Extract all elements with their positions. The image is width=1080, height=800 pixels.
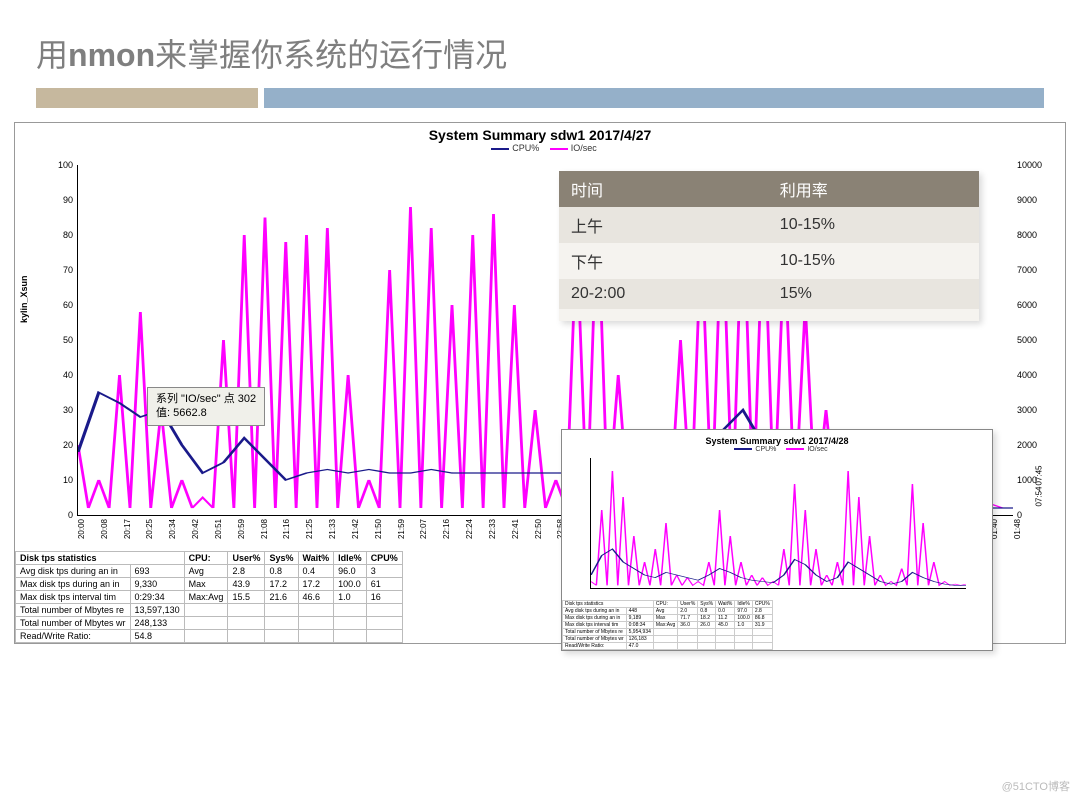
- info-cell: 下午: [559, 243, 768, 279]
- tooltip: 系列 "IO/sec" 点 302 值: 5662.8: [147, 387, 265, 426]
- legend-label-io: IO/sec: [571, 143, 597, 153]
- mini-legend-swatch-io: [786, 448, 804, 450]
- watermark: @51CTO博客: [1002, 778, 1070, 794]
- legend: CPU% IO/sec: [15, 143, 1065, 155]
- mini-chart: System Summary sdw1 2017/4/28 CPU% IO/se…: [561, 429, 993, 651]
- info-cell: 10-15%: [768, 207, 979, 243]
- slide-title: 用nmon来掌握你系统的运行情况: [0, 0, 1080, 88]
- tooltip-line2: 值: 5662.8: [156, 406, 256, 420]
- info-table: 时间 利用率 上午10-15%下午10-15%20-2:0015%: [559, 171, 979, 321]
- info-header-util: 利用率: [768, 171, 979, 207]
- info-cell: 上午: [559, 207, 768, 243]
- main-chart: System Summary sdw1 2017/4/27 CPU% IO/se…: [14, 122, 1066, 644]
- info-header-time: 时间: [559, 171, 768, 207]
- divider: [36, 88, 1044, 108]
- divider-left: [36, 88, 258, 108]
- mini-legend: CPU% IO/sec: [562, 446, 992, 455]
- stats-table: Disk tps statisticsCPU:User%Sys%Wait%Idl…: [15, 551, 403, 643]
- info-cell: 20-2:00: [559, 279, 768, 309]
- title-prefix: 用: [36, 37, 68, 73]
- title-suffix: 来掌握你系统的运行情况: [155, 37, 507, 73]
- y-right-axis: 0100020003000400050006000700080009000100…: [1017, 165, 1065, 515]
- title-em: nmon: [68, 37, 155, 73]
- legend-swatch-cpu: [491, 148, 509, 150]
- chart-title: System Summary sdw1 2017/4/27: [15, 123, 1065, 143]
- mini-plot: [590, 458, 966, 589]
- legend-swatch-io: [550, 148, 568, 150]
- info-cell: [559, 309, 768, 321]
- mini-legend-swatch-cpu: [734, 448, 752, 450]
- mini-chart-title: System Summary sdw1 2017/4/28: [562, 430, 992, 446]
- mini-stats-table: Disk tps statisticsCPU:User%Sys%Wait%Idl…: [562, 600, 773, 650]
- legend-label-cpu: CPU%: [512, 143, 539, 153]
- mini-legend-cpu: CPU%: [755, 446, 776, 453]
- info-cell: 15%: [768, 279, 979, 309]
- info-cell: 10-15%: [768, 243, 979, 279]
- rtick-0: 07:45: [1034, 465, 1043, 485]
- divider-right: [264, 88, 1044, 108]
- mini-legend-io: IO/sec: [807, 446, 827, 453]
- tooltip-line1: 系列 "IO/sec" 点 302: [156, 392, 256, 406]
- rtick-1: 07:54: [1034, 486, 1043, 506]
- y-left-axis: 0102030405060708090100: [15, 165, 73, 515]
- right-edge-ticks: 07:45 07:54: [1029, 471, 1049, 513]
- info-cell: [768, 309, 979, 321]
